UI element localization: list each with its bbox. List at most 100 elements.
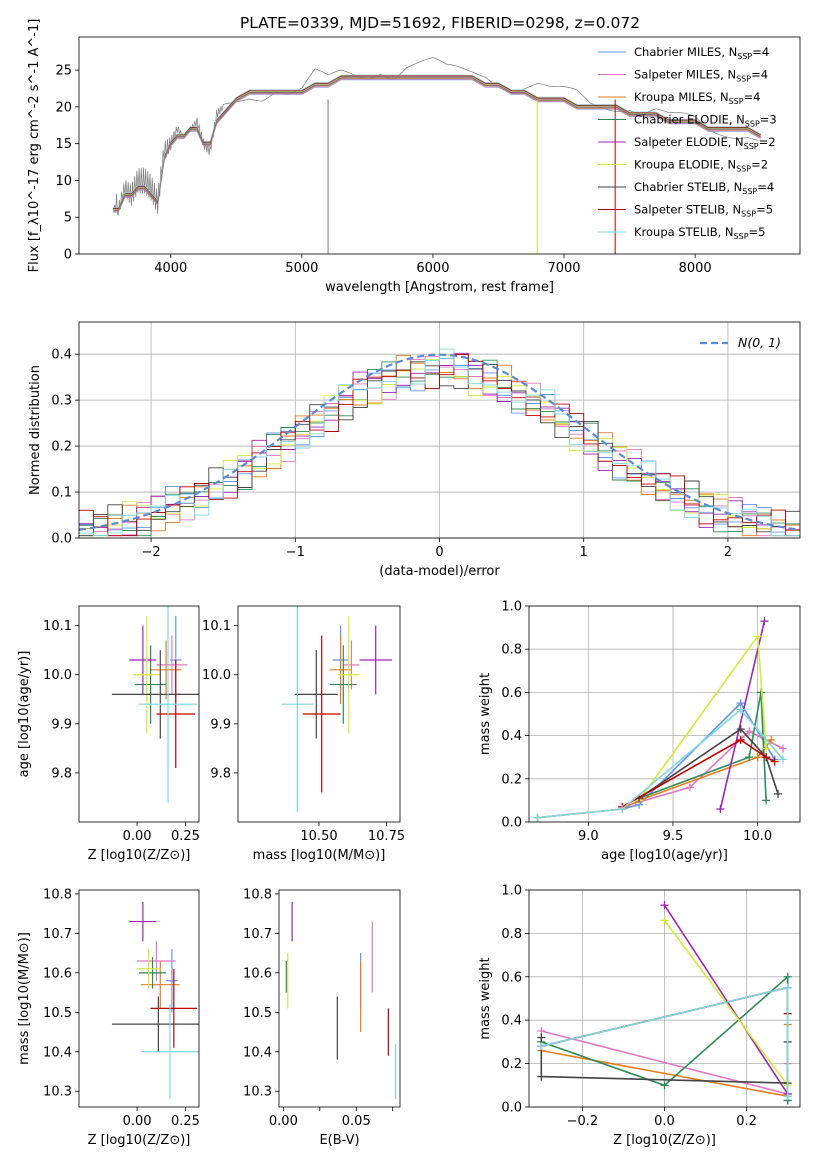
axes-ebv-mass: 0.00 0.05 10.3 10.4 10.5 10.6 10.7 10.8 E(B-V) (243, 887, 401, 1148)
axes-frame (528, 889, 801, 1108)
y-tick-label: 25 (55, 64, 72, 79)
legend-label: Kroupa STELIB, NSSP=5 (634, 225, 765, 241)
axes-residuals: −2 −1 0 1 2 0.0 0.1 0.2 0.3 0.4 N(0, 1) (data-model… (28, 321, 801, 579)
y-tick-label: 0.2 (501, 1057, 522, 1072)
y-axis-label: mass [log10(M/M⊙)] (17, 932, 32, 1065)
y-tick-label: 10.1 (43, 619, 72, 634)
y-tick-label: 10.4 (43, 1045, 72, 1060)
weight-line (621, 738, 775, 808)
weight-line (719, 620, 766, 810)
x-tick-label: 0.25 (171, 1114, 200, 1129)
axes-frame (528, 605, 801, 823)
y-tick-label: 0.4 (51, 348, 72, 363)
legend-label: Chabrier MILES, NSSP=4 (634, 45, 769, 61)
x-tick-label: 10.50 (300, 829, 337, 844)
y-tick-label: 10.7 (43, 927, 72, 942)
y-axis-label: age [log10(age/yr)] (17, 651, 32, 778)
x-tick-label: −1 (286, 545, 305, 560)
y-tick-label: 0.8 (501, 643, 522, 658)
legend-label: Chabrier ELODIE, NSSP=3 (634, 113, 777, 129)
y-tick-label: 5 (64, 211, 72, 226)
x-axis-label: E(B-V) (319, 1133, 359, 1148)
y-tick-label: 0.2 (501, 772, 522, 787)
y-tick-label: 10.0 (43, 668, 72, 683)
y-tick-label: 0.0 (501, 1101, 522, 1116)
x-tick-label: 0.2 (736, 1114, 757, 1129)
y-tick-label: 10.6 (43, 966, 72, 981)
y-tick-label: 10.3 (43, 1085, 72, 1100)
plot-z-weight (537, 901, 792, 1105)
y-tick-label: 20 (55, 100, 72, 115)
x-axis-label: Z [log10(Z/Z⊙)] (88, 848, 191, 863)
y-tick-label: 0.0 (501, 816, 522, 831)
y-tick-label: 0.3 (51, 394, 72, 409)
y-tick-label: 9.8 (210, 766, 231, 781)
plot-residuals (79, 348, 800, 537)
plot-spectrum (112, 57, 761, 254)
y-tick-label: 0.8 (501, 927, 522, 942)
legend-label: Kroupa MILES, NSSP=4 (634, 90, 760, 106)
legend-label: Chabrier STELIB, NSSP=4 (634, 180, 774, 196)
y-tick-label: 0.6 (501, 970, 522, 985)
y-tick-label: 0.6 (501, 686, 522, 701)
plot-mass-age (281, 606, 392, 813)
x-axis-label: Z [log10(Z/Z⊙)] (88, 1133, 191, 1148)
y-tick-label: 10.5 (243, 1006, 272, 1021)
axes-z-weight: −0.2 0.0 0.2 0.0 0.2 0.4 0.6 0.8 1.0 Z [log10(Z/Z… (478, 884, 801, 1148)
x-tick-label: 0.0 (654, 1114, 675, 1129)
weight-line (638, 728, 779, 799)
figure-title: PLATE=0339, MJD=51692, FIBERID=0298, z=0… (240, 14, 640, 32)
x-tick-label: 10.0 (743, 829, 772, 844)
legend-label: Salpeter STELIB, NSSP=5 (634, 203, 773, 219)
y-tick-label: 10 (55, 174, 72, 189)
axes-frame (278, 889, 401, 1108)
x-tick-label: −0.2 (567, 1114, 599, 1129)
y-tick-label: 0.2 (51, 440, 72, 455)
legend: N(0, 1) (700, 335, 781, 350)
y-tick-label: 10.5 (43, 1006, 72, 1021)
normal-curve (79, 353, 800, 531)
x-tick-label: 0.25 (171, 829, 200, 844)
y-tick-label: 0 (64, 248, 72, 263)
y-tick-label: 9.9 (51, 717, 72, 732)
y-tick-label: 10.8 (43, 887, 72, 902)
y-tick-label: 10.6 (243, 966, 272, 981)
plot-age-weight (533, 617, 788, 822)
y-tick-label: 10.3 (243, 1085, 272, 1100)
axes-frame (78, 36, 801, 255)
x-axis-label: mass [log10(M/M⊙)] (253, 848, 386, 863)
legend-label: Kroupa ELODIE, NSSP=2 (634, 158, 768, 174)
y-tick-label: 10.4 (243, 1045, 272, 1060)
x-tick-label: 0.05 (342, 1114, 371, 1129)
x-tick-label: 6000 (416, 261, 449, 276)
axes-spectrum: 4000 5000 6000 7000 8000 0 5 10 15 20 25 Chabrier M… (27, 19, 801, 295)
plot-z-age (111, 606, 199, 803)
axes-z-age: 0.00 0.25 9.8 9.9 10.0 10.1 Z [log10(Z/Z⊙)] age… (17, 605, 200, 863)
histogram-series (79, 354, 800, 537)
x-axis-label: wavelength [Angstrom, rest frame] (325, 280, 554, 295)
x-axis-label: Z [log10(Z/Z⊙)] (613, 1133, 716, 1148)
legend-label: Salpeter MILES, NSSP=4 (634, 68, 768, 84)
y-tick-label: 1.0 (501, 600, 522, 615)
histogram-series (79, 348, 800, 537)
y-tick-label: 1.0 (501, 884, 522, 899)
y-tick-label: 15 (55, 137, 72, 152)
y-axis-label: mass weight (478, 957, 493, 1039)
plot-z-mass (111, 901, 199, 1100)
legend-label: Salpeter ELODIE, NSSP=2 (634, 135, 776, 151)
x-tick-label: 2 (724, 545, 732, 560)
x-tick-label: 9.5 (663, 829, 684, 844)
y-axis-label: mass weight (478, 673, 493, 755)
x-axis-label: age [log10(age/yr)] (601, 848, 728, 863)
axes-frame (78, 321, 801, 539)
legend: Chabrier MILES, NSSP=4 Salpeter MILES, NS… (598, 45, 777, 241)
x-axis-label: (data-model)/error (379, 564, 500, 579)
y-tick-label: 9.8 (51, 766, 72, 781)
y-tick-label: 10.1 (202, 619, 231, 634)
x-tick-label: 0.00 (269, 1114, 298, 1129)
x-tick-label: −2 (142, 545, 161, 560)
weight-line (638, 692, 767, 801)
x-tick-label: 8000 (679, 261, 712, 276)
x-tick-label: 0 (435, 545, 443, 560)
